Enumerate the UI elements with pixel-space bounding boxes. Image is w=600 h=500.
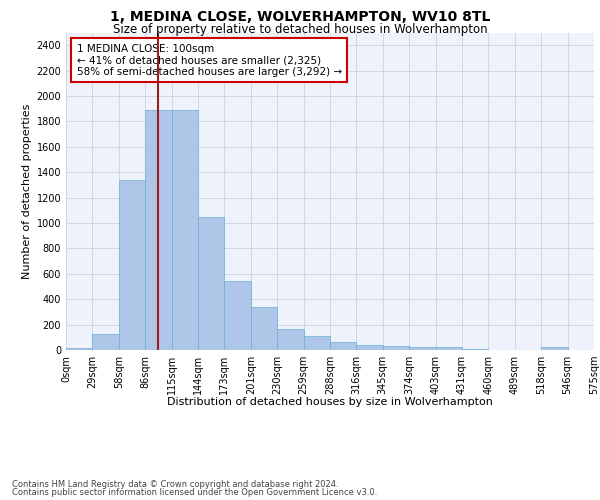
Bar xyxy=(409,347,436,350)
Bar xyxy=(224,282,251,350)
Bar xyxy=(172,110,198,350)
Y-axis label: Number of detached properties: Number of detached properties xyxy=(22,104,32,279)
Bar xyxy=(198,218,224,350)
Bar xyxy=(145,110,172,350)
Text: Contains HM Land Registry data © Crown copyright and database right 2024.: Contains HM Land Registry data © Crown c… xyxy=(12,480,338,489)
Bar xyxy=(383,346,409,350)
Bar xyxy=(541,348,568,350)
Bar xyxy=(330,342,356,350)
Bar xyxy=(92,334,119,350)
Bar xyxy=(304,336,330,350)
Bar xyxy=(356,345,383,350)
Text: Size of property relative to detached houses in Wolverhampton: Size of property relative to detached ho… xyxy=(113,22,487,36)
Bar xyxy=(251,308,277,350)
Bar xyxy=(277,329,304,350)
Text: Contains public sector information licensed under the Open Government Licence v3: Contains public sector information licen… xyxy=(12,488,377,497)
Text: 1, MEDINA CLOSE, WOLVERHAMPTON, WV10 8TL: 1, MEDINA CLOSE, WOLVERHAMPTON, WV10 8TL xyxy=(110,10,490,24)
Text: 1 MEDINA CLOSE: 100sqm
← 41% of detached houses are smaller (2,325)
58% of semi-: 1 MEDINA CLOSE: 100sqm ← 41% of detached… xyxy=(77,44,341,77)
Bar xyxy=(119,180,145,350)
Bar xyxy=(436,348,462,350)
Bar xyxy=(66,348,92,350)
X-axis label: Distribution of detached houses by size in Wolverhampton: Distribution of detached houses by size … xyxy=(167,397,493,407)
